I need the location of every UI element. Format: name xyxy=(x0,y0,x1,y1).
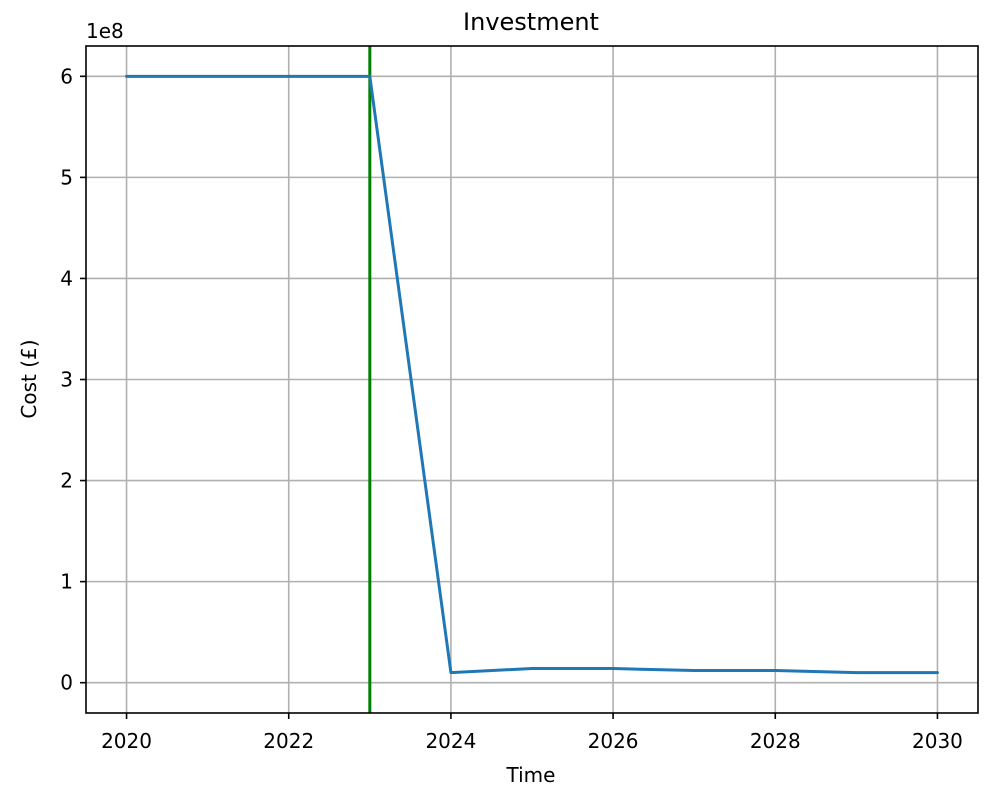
y-tick-label: 6 xyxy=(60,64,73,88)
y-axis-label: Cost (£) xyxy=(17,339,41,418)
x-tick-label: 2030 xyxy=(912,729,963,753)
x-tick-label: 2028 xyxy=(750,729,801,753)
y-tick-label: 1 xyxy=(60,570,73,594)
y-scale-offset-label: 1e8 xyxy=(86,19,124,43)
y-tick-label: 4 xyxy=(60,266,73,290)
x-tick-label: 2022 xyxy=(263,729,314,753)
series-lines xyxy=(125,74,939,675)
y-tick-label: 5 xyxy=(60,165,73,189)
chart-title: Investment xyxy=(463,8,599,36)
y-axis-ticks: 0 1 2 3 4 5 6 xyxy=(60,64,86,695)
x-axis-ticks: 2020 2022 2024 2026 2028 2030 xyxy=(101,713,963,753)
x-tick-label: 2024 xyxy=(425,729,476,753)
x-axis-label: Time xyxy=(506,763,556,787)
y-tick-label: 3 xyxy=(60,368,73,392)
x-tick-label: 2020 xyxy=(101,729,152,753)
series-line xyxy=(125,74,939,675)
x-tick-label: 2026 xyxy=(588,729,639,753)
y-tick-label: 2 xyxy=(60,469,73,493)
grid xyxy=(86,46,978,713)
y-tick-label: 0 xyxy=(60,671,73,695)
